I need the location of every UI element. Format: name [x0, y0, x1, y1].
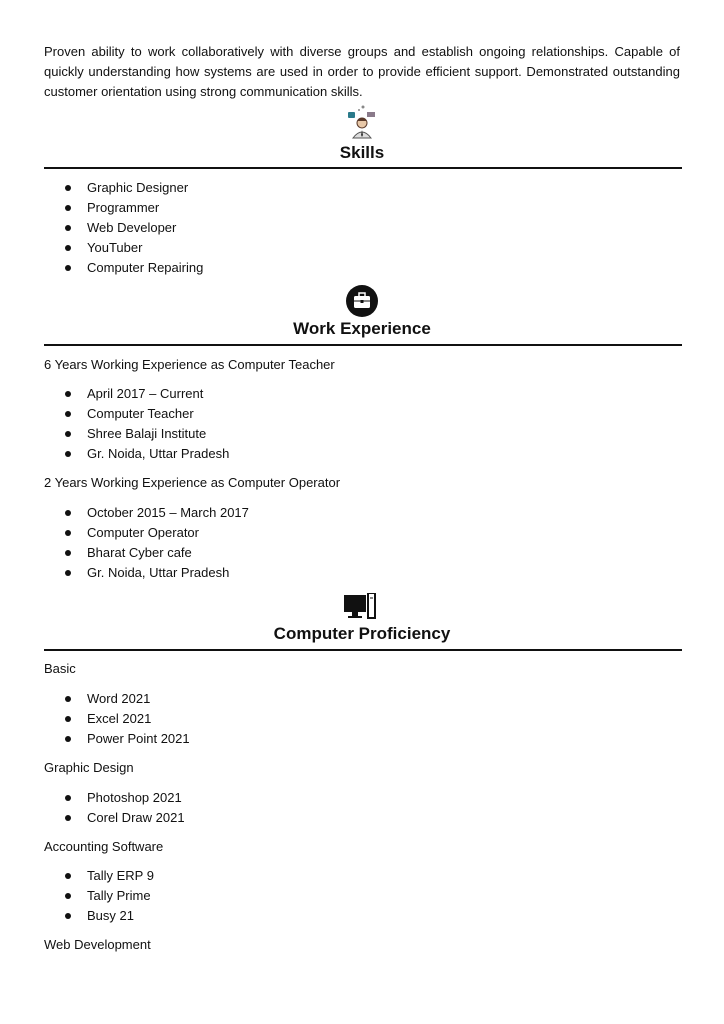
- list-item: Tally Prime: [65, 886, 151, 906]
- list-item: Web Developer: [64, 218, 176, 238]
- job-title: 2 Years Working Experience as Computer O…: [44, 475, 341, 490]
- list-item: Shree Balaji Institute: [64, 424, 206, 444]
- divider: [44, 167, 682, 169]
- skills-heading: Skills: [339, 143, 385, 162]
- list-item: Tally ERP 9: [65, 866, 154, 886]
- group-title: Web Development: [44, 937, 151, 952]
- list-item: Bharat Cyber cafe: [65, 543, 192, 563]
- list-item: October 2015 – March 2017: [65, 503, 249, 523]
- list-item: Word 2021: [64, 689, 150, 709]
- list-item: Computer Repairing: [64, 258, 203, 278]
- summary-paragraph: Proven ability to work collaboratively w…: [44, 44, 680, 99]
- list-item: Graphic Designer: [64, 178, 188, 198]
- list-item: Excel 2021: [64, 709, 151, 729]
- list-item: Computer Operator: [65, 523, 199, 543]
- group-title: Basic: [44, 661, 76, 676]
- job-title: 6 Years Working Experience as Computer T…: [44, 357, 335, 372]
- divider: [44, 649, 682, 651]
- list-item: Power Point 2021: [65, 729, 190, 749]
- list-item: Corel Draw 2021: [65, 808, 185, 828]
- list-item: Gr. Noida, Uttar Pradesh: [64, 563, 229, 583]
- list-item: Busy 21: [65, 906, 134, 926]
- group-title: Accounting Software: [44, 839, 164, 854]
- proficiency-heading: Computer Proficiency: [273, 624, 451, 643]
- person-tech-icon: [348, 105, 375, 139]
- list-item: Computer Teacher: [65, 404, 194, 424]
- divider: [44, 344, 682, 346]
- list-item: Gr. Noida, Uttar Pradesh: [64, 444, 229, 464]
- work-heading: Work Experience: [293, 319, 431, 338]
- list-item: April 2017 – Current: [64, 384, 203, 404]
- list-item: YouTuber: [64, 238, 142, 258]
- group-title: Graphic Design: [44, 760, 134, 775]
- list-item: Photoshop 2021: [65, 788, 182, 808]
- briefcase-icon: [346, 285, 378, 317]
- list-item: Programmer: [64, 198, 159, 218]
- desktop-computer-icon: [344, 593, 376, 619]
